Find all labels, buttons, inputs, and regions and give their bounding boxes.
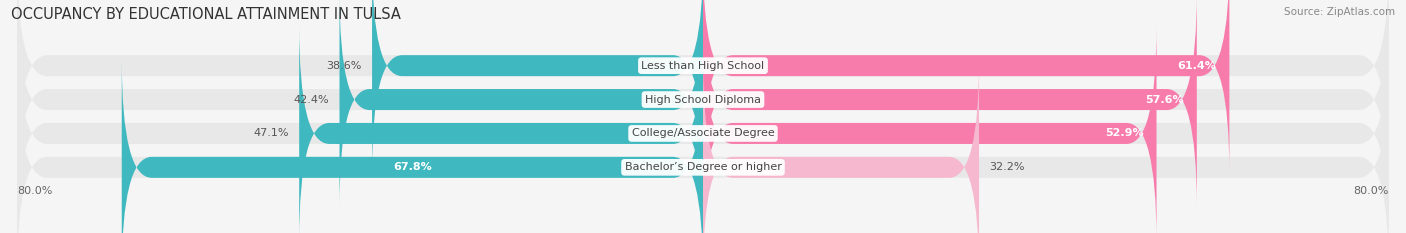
FancyBboxPatch shape: [122, 59, 703, 233]
Text: 38.6%: 38.6%: [326, 61, 361, 71]
Text: Bachelor’s Degree or higher: Bachelor’s Degree or higher: [624, 162, 782, 172]
Text: 80.0%: 80.0%: [17, 186, 52, 196]
Text: 61.4%: 61.4%: [1178, 61, 1216, 71]
FancyBboxPatch shape: [17, 0, 1389, 208]
Text: College/Associate Degree: College/Associate Degree: [631, 128, 775, 138]
FancyBboxPatch shape: [339, 0, 703, 208]
Text: High School Diploma: High School Diploma: [645, 95, 761, 105]
FancyBboxPatch shape: [703, 59, 979, 233]
Text: 32.2%: 32.2%: [990, 162, 1025, 172]
Text: OCCUPANCY BY EDUCATIONAL ATTAINMENT IN TULSA: OCCUPANCY BY EDUCATIONAL ATTAINMENT IN T…: [11, 7, 401, 22]
Text: 80.0%: 80.0%: [1354, 186, 1389, 196]
FancyBboxPatch shape: [17, 0, 1389, 174]
FancyBboxPatch shape: [703, 25, 1157, 233]
Text: 57.6%: 57.6%: [1146, 95, 1184, 105]
Text: Source: ZipAtlas.com: Source: ZipAtlas.com: [1284, 7, 1395, 17]
Text: Less than High School: Less than High School: [641, 61, 765, 71]
Text: 42.4%: 42.4%: [294, 95, 329, 105]
FancyBboxPatch shape: [703, 0, 1229, 174]
FancyBboxPatch shape: [17, 59, 1389, 233]
FancyBboxPatch shape: [299, 25, 703, 233]
FancyBboxPatch shape: [703, 0, 1197, 208]
Text: 67.8%: 67.8%: [394, 162, 432, 172]
Text: 52.9%: 52.9%: [1105, 128, 1143, 138]
Text: 47.1%: 47.1%: [253, 128, 288, 138]
FancyBboxPatch shape: [373, 0, 703, 174]
FancyBboxPatch shape: [17, 25, 1389, 233]
